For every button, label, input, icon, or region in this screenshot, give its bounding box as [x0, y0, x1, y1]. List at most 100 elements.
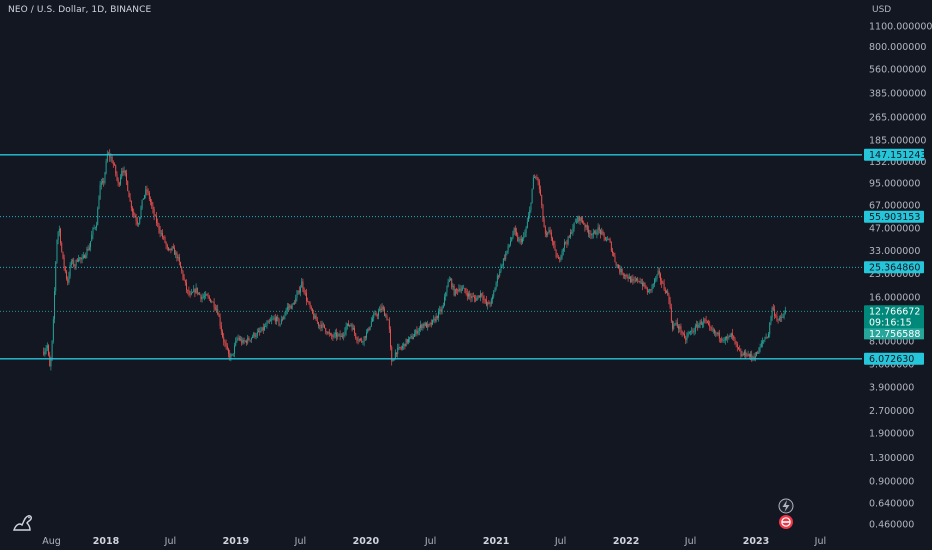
candle: [718, 329, 720, 343]
price-tick-label: 560.000000: [869, 65, 926, 76]
candle: [166, 243, 168, 251]
candle: [522, 237, 523, 245]
candle: [606, 237, 607, 242]
candle: [708, 319, 709, 326]
candle: [591, 233, 593, 239]
candle: [582, 216, 583, 224]
candle: [213, 298, 215, 312]
candle: [735, 340, 737, 348]
tradingview-logo-icon[interactable]: [13, 515, 32, 531]
candle: [580, 216, 582, 223]
candle: [246, 339, 247, 346]
candle: [99, 181, 101, 200]
candle: [560, 254, 562, 262]
candle: [777, 318, 779, 324]
candle: [458, 284, 460, 293]
candle: [753, 353, 755, 361]
candle: [579, 217, 581, 225]
candle: [543, 216, 545, 228]
candle: [306, 288, 307, 306]
levels-layer: [0, 154, 862, 360]
candle: [481, 293, 483, 298]
candle: [285, 307, 287, 316]
candle: [205, 291, 207, 299]
candle: [504, 254, 505, 261]
candle: [187, 289, 189, 295]
candle: [304, 289, 306, 296]
time-tick-label: 2020: [353, 536, 380, 547]
candle: [783, 310, 785, 320]
candle: [436, 315, 438, 320]
candle: [421, 323, 423, 331]
candle: [165, 241, 167, 250]
candle: [576, 218, 577, 224]
candle: [124, 170, 126, 177]
candle: [462, 285, 463, 291]
candle: [565, 241, 567, 245]
candle: [590, 230, 592, 240]
candle: [694, 323, 696, 335]
candle: [409, 336, 411, 343]
time-tick-label: 2021: [483, 536, 509, 547]
candle: [578, 215, 580, 224]
candle: [362, 341, 364, 345]
price-tick-label: 1.900000: [869, 429, 914, 440]
candle: [93, 224, 95, 230]
candle: [218, 312, 220, 317]
candle: [622, 272, 624, 279]
candle: [734, 336, 736, 345]
candle: [403, 342, 405, 350]
candle: [464, 287, 466, 294]
candle: [456, 287, 457, 294]
level-price-label[interactable]: 25.364860: [864, 261, 924, 274]
candle: [438, 308, 439, 322]
lightning-icon[interactable]: [778, 498, 794, 514]
candle: [62, 251, 64, 260]
candle: [550, 229, 552, 241]
candle: [757, 350, 759, 354]
candle: [338, 333, 340, 337]
candle: [129, 193, 131, 202]
candle: [278, 317, 280, 327]
candle: [720, 338, 721, 343]
candle: [782, 313, 784, 318]
candle: [216, 305, 217, 313]
candle: [415, 329, 417, 337]
level-price-label[interactable]: 6.072630: [864, 352, 924, 365]
candle: [615, 261, 617, 268]
candle: [337, 331, 339, 340]
candle: [146, 185, 148, 196]
candle: [236, 336, 238, 343]
candle: [501, 263, 503, 268]
event-icon[interactable]: [779, 515, 793, 529]
candle: [648, 289, 649, 293]
level-price-label[interactable]: 55.903153: [864, 210, 924, 223]
candle: [532, 174, 534, 190]
candle: [170, 248, 172, 254]
candle: [184, 279, 186, 286]
candle: [160, 230, 162, 237]
candle: [754, 352, 756, 362]
candle: [370, 317, 372, 328]
candle: [666, 289, 667, 294]
candle: [511, 237, 513, 242]
candle: [235, 337, 237, 347]
candle: [210, 298, 211, 303]
candle: [194, 288, 196, 297]
candle: [711, 325, 713, 332]
time-tick-label: Jul: [164, 536, 176, 547]
candle: [363, 336, 365, 347]
time-tick-label: Jul: [424, 536, 436, 547]
candle: [391, 345, 393, 366]
candle: [118, 181, 120, 187]
level-price-label[interactable]: 147.151243: [864, 148, 926, 161]
candle: [73, 257, 75, 268]
candle: [482, 291, 484, 304]
candle: [674, 323, 676, 326]
candle: [58, 225, 60, 237]
candle: [518, 237, 520, 243]
candle: [372, 315, 373, 322]
candle: [698, 322, 700, 329]
